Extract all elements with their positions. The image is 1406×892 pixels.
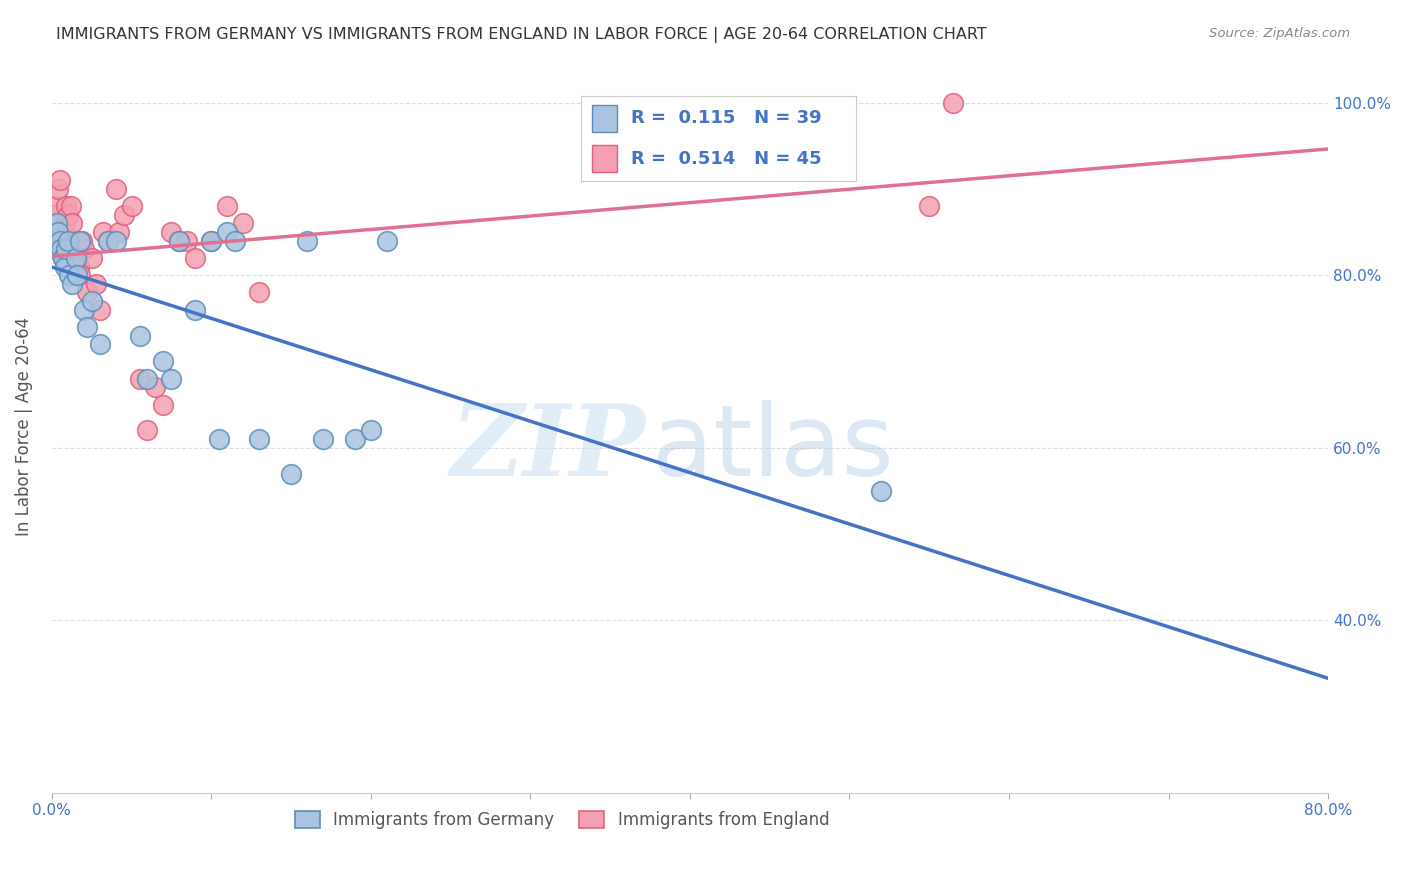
Point bbox=[73, 243, 96, 257]
Point bbox=[104, 234, 127, 248]
Point bbox=[53, 217, 76, 231]
Point bbox=[66, 268, 89, 283]
Point bbox=[62, 217, 84, 231]
Point bbox=[52, 251, 75, 265]
Point bbox=[51, 243, 73, 257]
Point bbox=[80, 251, 103, 265]
Point bbox=[152, 354, 174, 368]
Point bbox=[69, 234, 91, 248]
Point bbox=[45, 217, 67, 231]
Legend: Immigrants from Germany, Immigrants from England: Immigrants from Germany, Immigrants from… bbox=[288, 804, 837, 836]
Point bbox=[45, 225, 67, 239]
Point bbox=[217, 199, 239, 213]
Point bbox=[66, 234, 89, 248]
Point bbox=[91, 225, 114, 239]
Point bbox=[169, 234, 191, 248]
Point bbox=[121, 199, 143, 213]
Point bbox=[145, 380, 167, 394]
Point bbox=[160, 225, 183, 239]
Point bbox=[160, 372, 183, 386]
Point bbox=[343, 432, 366, 446]
Point bbox=[52, 251, 75, 265]
Point bbox=[136, 372, 159, 386]
Point bbox=[65, 251, 87, 265]
Point bbox=[176, 234, 198, 248]
Text: atlas: atlas bbox=[651, 400, 893, 497]
Point bbox=[67, 260, 90, 274]
Point bbox=[184, 251, 207, 265]
Point bbox=[44, 243, 66, 257]
Y-axis label: In Labor Force | Age 20-64: In Labor Force | Age 20-64 bbox=[15, 317, 32, 536]
Point bbox=[247, 285, 270, 300]
Point bbox=[224, 234, 246, 248]
Point bbox=[870, 483, 893, 498]
Point bbox=[128, 328, 150, 343]
Point bbox=[280, 467, 302, 481]
Point bbox=[312, 432, 335, 446]
Point bbox=[48, 234, 70, 248]
Point bbox=[76, 285, 98, 300]
Point bbox=[208, 432, 231, 446]
Point bbox=[200, 234, 222, 248]
Point bbox=[107, 225, 129, 239]
Point bbox=[76, 320, 98, 334]
Text: ZIP: ZIP bbox=[450, 400, 645, 496]
Point bbox=[152, 398, 174, 412]
Point bbox=[232, 217, 254, 231]
Point bbox=[56, 208, 79, 222]
Point bbox=[56, 234, 79, 248]
Point bbox=[48, 234, 70, 248]
Point bbox=[62, 277, 84, 291]
Point bbox=[55, 243, 77, 257]
Point bbox=[65, 251, 87, 265]
Point bbox=[63, 243, 86, 257]
Text: IMMIGRANTS FROM GERMANY VS IMMIGRANTS FROM ENGLAND IN LABOR FORCE | AGE 20-64 CO: IMMIGRANTS FROM GERMANY VS IMMIGRANTS FR… bbox=[56, 27, 987, 43]
Point bbox=[46, 182, 69, 196]
Point bbox=[89, 302, 111, 317]
Point bbox=[58, 234, 80, 248]
Point bbox=[360, 424, 382, 438]
Point bbox=[97, 234, 120, 248]
Point bbox=[184, 302, 207, 317]
Point bbox=[42, 208, 65, 222]
Point bbox=[89, 337, 111, 351]
Point bbox=[59, 199, 82, 213]
Point bbox=[86, 277, 108, 291]
Point bbox=[942, 95, 965, 110]
Point bbox=[104, 182, 127, 196]
Point bbox=[247, 432, 270, 446]
Text: Source: ZipAtlas.com: Source: ZipAtlas.com bbox=[1209, 27, 1350, 40]
Point bbox=[73, 302, 96, 317]
Point bbox=[51, 243, 73, 257]
Point bbox=[918, 199, 941, 213]
Point bbox=[42, 234, 65, 248]
Point bbox=[58, 268, 80, 283]
Point bbox=[44, 199, 66, 213]
Point bbox=[46, 225, 69, 239]
Point bbox=[217, 225, 239, 239]
Point bbox=[128, 372, 150, 386]
Point bbox=[70, 234, 93, 248]
Point bbox=[55, 199, 77, 213]
Point bbox=[112, 208, 135, 222]
Point bbox=[69, 268, 91, 283]
Point bbox=[200, 234, 222, 248]
Point bbox=[80, 294, 103, 309]
Point bbox=[295, 234, 318, 248]
Point bbox=[48, 173, 70, 187]
Point bbox=[375, 234, 398, 248]
Point bbox=[136, 424, 159, 438]
Point bbox=[53, 260, 76, 274]
Point bbox=[169, 234, 191, 248]
Point bbox=[97, 234, 120, 248]
